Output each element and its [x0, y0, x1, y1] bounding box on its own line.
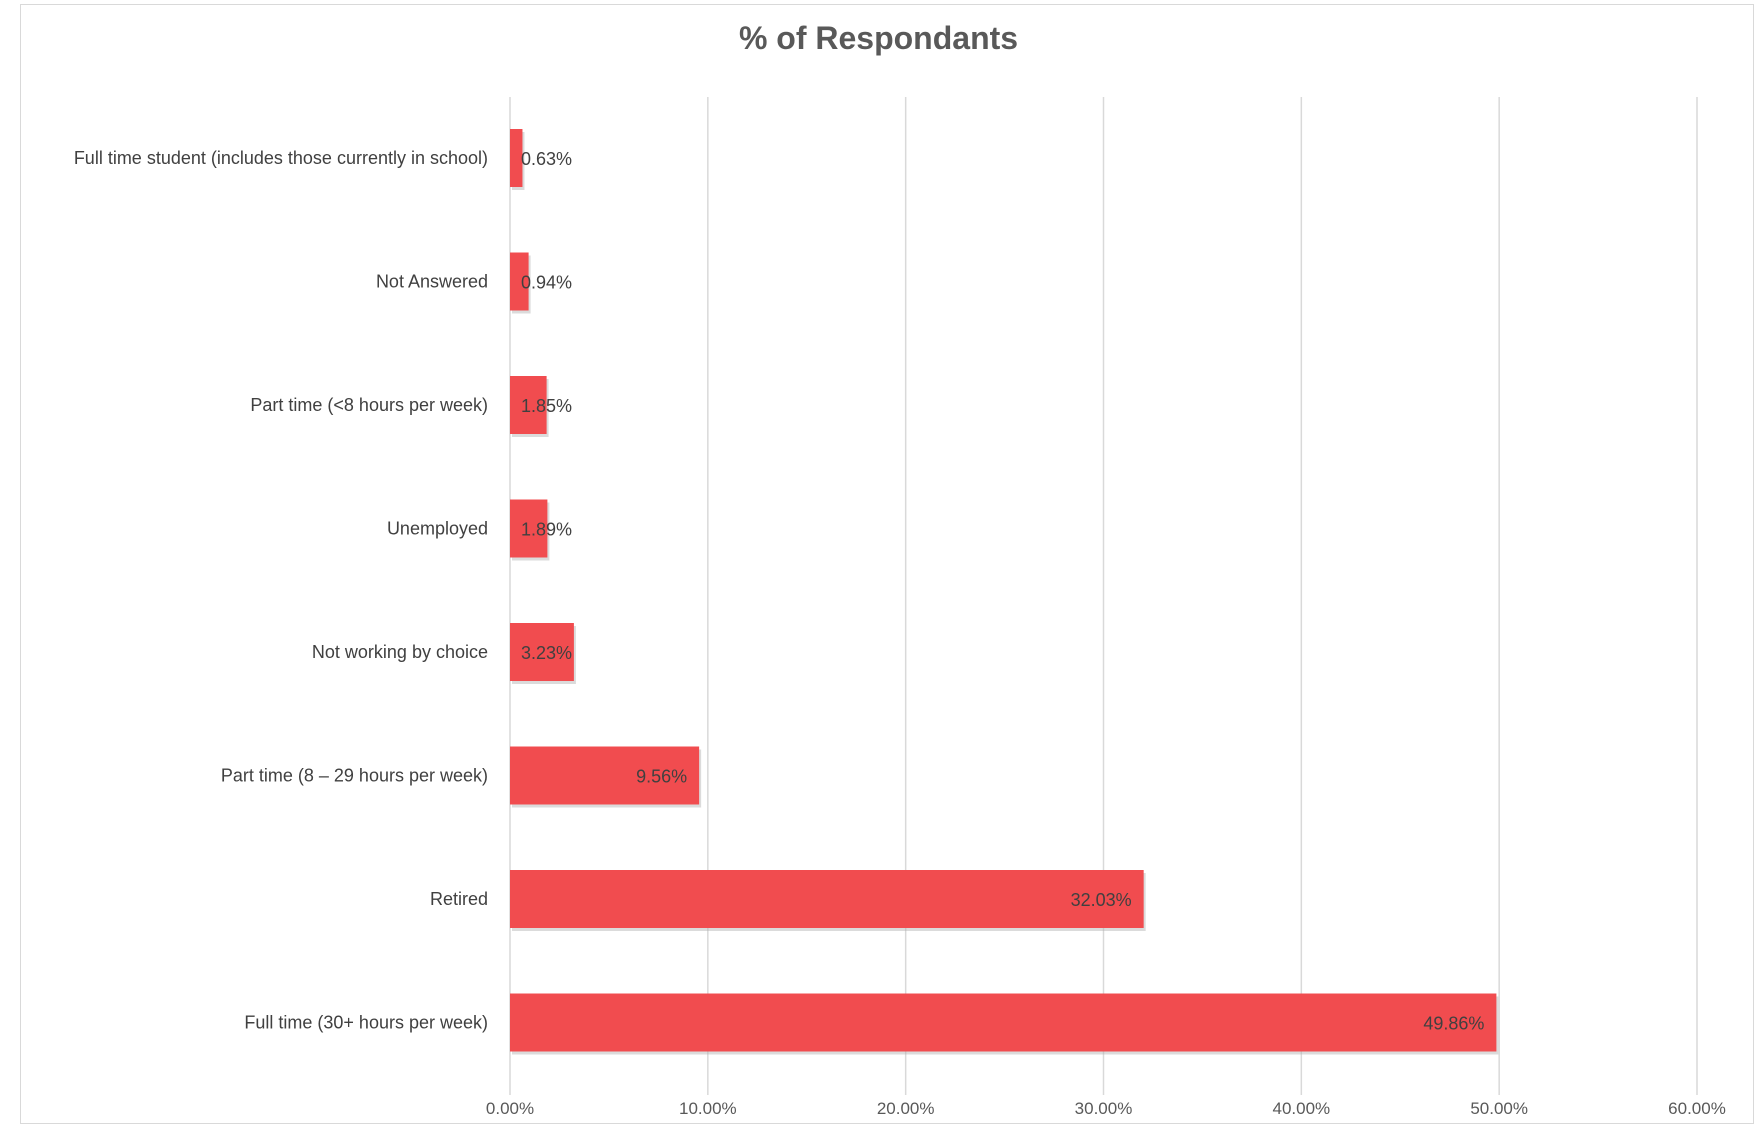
data-label: 0.94%	[521, 273, 572, 293]
category-label: Full time student (includes those curren…	[74, 148, 488, 168]
bar	[510, 746, 700, 805]
data-label: 1.85%	[521, 396, 572, 416]
bar	[510, 129, 523, 187]
bar	[510, 993, 1497, 1052]
data-label: 49.86%	[1423, 1014, 1484, 1034]
data-label: 1.89%	[521, 520, 572, 540]
category-label: Part time (8 – 29 hours per week)	[221, 766, 488, 786]
x-tick-label: 60.00%	[1668, 1099, 1726, 1118]
data-label: 9.56%	[636, 767, 687, 787]
x-tick-label: 20.00%	[877, 1099, 935, 1118]
category-label: Not working by choice	[312, 642, 488, 662]
data-label: 32.03%	[1071, 890, 1132, 910]
category-label: Unemployed	[387, 519, 488, 539]
x-tick-label: 50.00%	[1470, 1099, 1528, 1118]
bar	[510, 499, 548, 558]
chart-frame	[20, 4, 1754, 1124]
bar	[510, 376, 547, 434]
bar	[510, 623, 574, 681]
category-label: Full time (30+ hours per week)	[244, 1013, 488, 1033]
chart-title: % of Respondants	[738, 20, 1019, 56]
x-tick-label: 40.00%	[1272, 1099, 1330, 1118]
bar	[510, 252, 529, 311]
x-tick-label: 10.00%	[679, 1099, 737, 1118]
data-label: 3.23%	[521, 643, 572, 663]
x-tick-label: 30.00%	[1075, 1099, 1133, 1118]
data-label: 0.63%	[521, 149, 572, 169]
bar	[510, 870, 1144, 928]
category-label: Retired	[430, 889, 488, 909]
x-tick-label: 0.00%	[486, 1099, 534, 1118]
category-label: Not Answered	[376, 272, 488, 292]
category-label: Part time (<8 hours per week)	[250, 395, 488, 415]
